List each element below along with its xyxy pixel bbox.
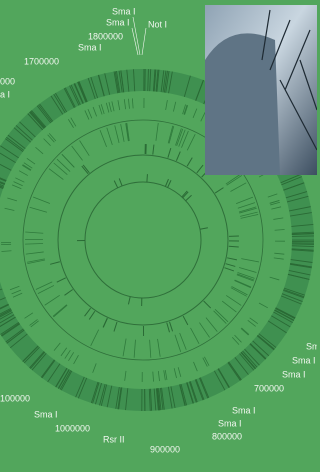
photo-shape — [205, 33, 280, 175]
map-label: Sma I — [282, 369, 306, 379]
map-label: Sma I — [292, 355, 316, 365]
map-label: 1800000 — [88, 31, 123, 41]
map-label: 1700000 — [24, 56, 59, 66]
map-label: Sma I — [78, 42, 102, 52]
map-label: Sma I — [34, 409, 58, 419]
map-label: a I — [0, 89, 10, 99]
cover: Sma ISma INot I1800000Sma I1700000000a I… — [0, 0, 317, 472]
map-stripe — [292, 244, 314, 245]
map-stripe — [292, 236, 314, 237]
map-label: Rsr II — [103, 434, 125, 444]
map-label: 100000 — [0, 393, 30, 403]
map-label: 900000 — [150, 444, 180, 454]
map-label: 1000000 — [55, 423, 90, 433]
map-label: 800000 — [212, 431, 242, 441]
map-label: Sma I — [106, 17, 130, 27]
map-label: Sma I — [112, 6, 136, 16]
photo — [205, 5, 317, 175]
map-stripe — [147, 174, 148, 182]
map-label: 700000 — [254, 383, 284, 393]
map-label: Sma I — [218, 418, 242, 428]
map-label: Not I — [148, 19, 167, 29]
map-label: 000 — [0, 76, 15, 86]
map-label: Sm — [306, 341, 317, 351]
map-label: Sma I — [232, 405, 256, 415]
